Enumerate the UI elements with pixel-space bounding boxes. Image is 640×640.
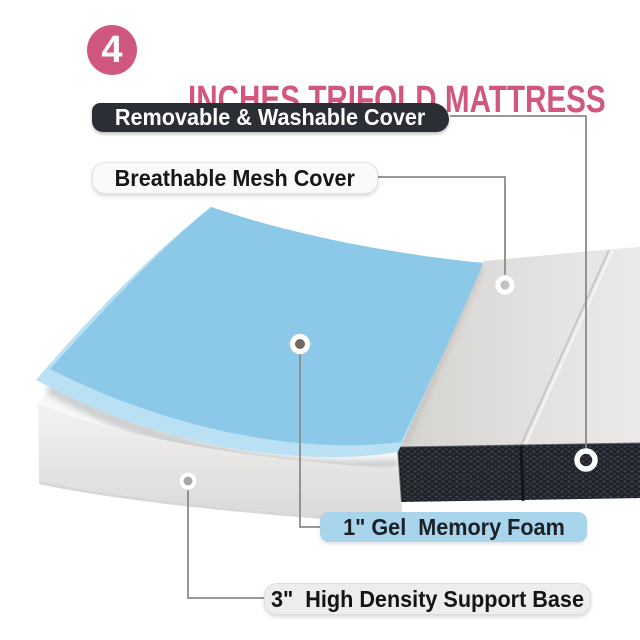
mesh-side-band-top-edge xyxy=(397,442,640,448)
mesh-cover-top xyxy=(399,247,640,446)
callout-line-removable-cover xyxy=(450,115,587,450)
callout-line-gel-foam xyxy=(299,353,320,528)
fold-seam xyxy=(520,249,610,446)
label-breathable-mesh-cover: Breathable Mesh Cover xyxy=(92,162,378,194)
callout-dot-support-base xyxy=(178,471,198,491)
label-removable-washable-cover: Removable & Washable Cover xyxy=(92,103,449,132)
label-high-density-support-base: 3" High Density Support Base xyxy=(264,583,591,615)
support-base-face xyxy=(38,403,402,521)
label-breathable-mesh-cover-text: Breathable Mesh Cover xyxy=(114,164,356,191)
callout-dot-mesh-cover xyxy=(494,274,516,296)
mesh-side-band-seam xyxy=(519,445,525,502)
label-high-density-support-base-text: 3" High Density Support Base xyxy=(271,585,584,612)
callout-dot-removable-cover xyxy=(574,448,598,472)
thickness-number: 4 xyxy=(101,28,123,71)
fold-seam-highlight xyxy=(523,249,615,446)
mesh-side-band xyxy=(398,443,640,502)
callout-line-mesh-cover xyxy=(376,176,506,275)
callout-dot-gel-foam xyxy=(289,333,311,355)
label-gel-memory-foam: 1" Gel Memory Foam xyxy=(320,512,587,542)
callout-line-support-base xyxy=(187,490,264,599)
mesh-side-band-left-edge xyxy=(397,446,403,503)
gel-foam-top xyxy=(50,207,483,446)
thickness-badge: 4 xyxy=(87,25,137,75)
label-removable-washable-cover-text: Removable & Washable Cover xyxy=(115,104,426,130)
label-gel-memory-foam-text: 1" Gel Memory Foam xyxy=(342,513,565,540)
